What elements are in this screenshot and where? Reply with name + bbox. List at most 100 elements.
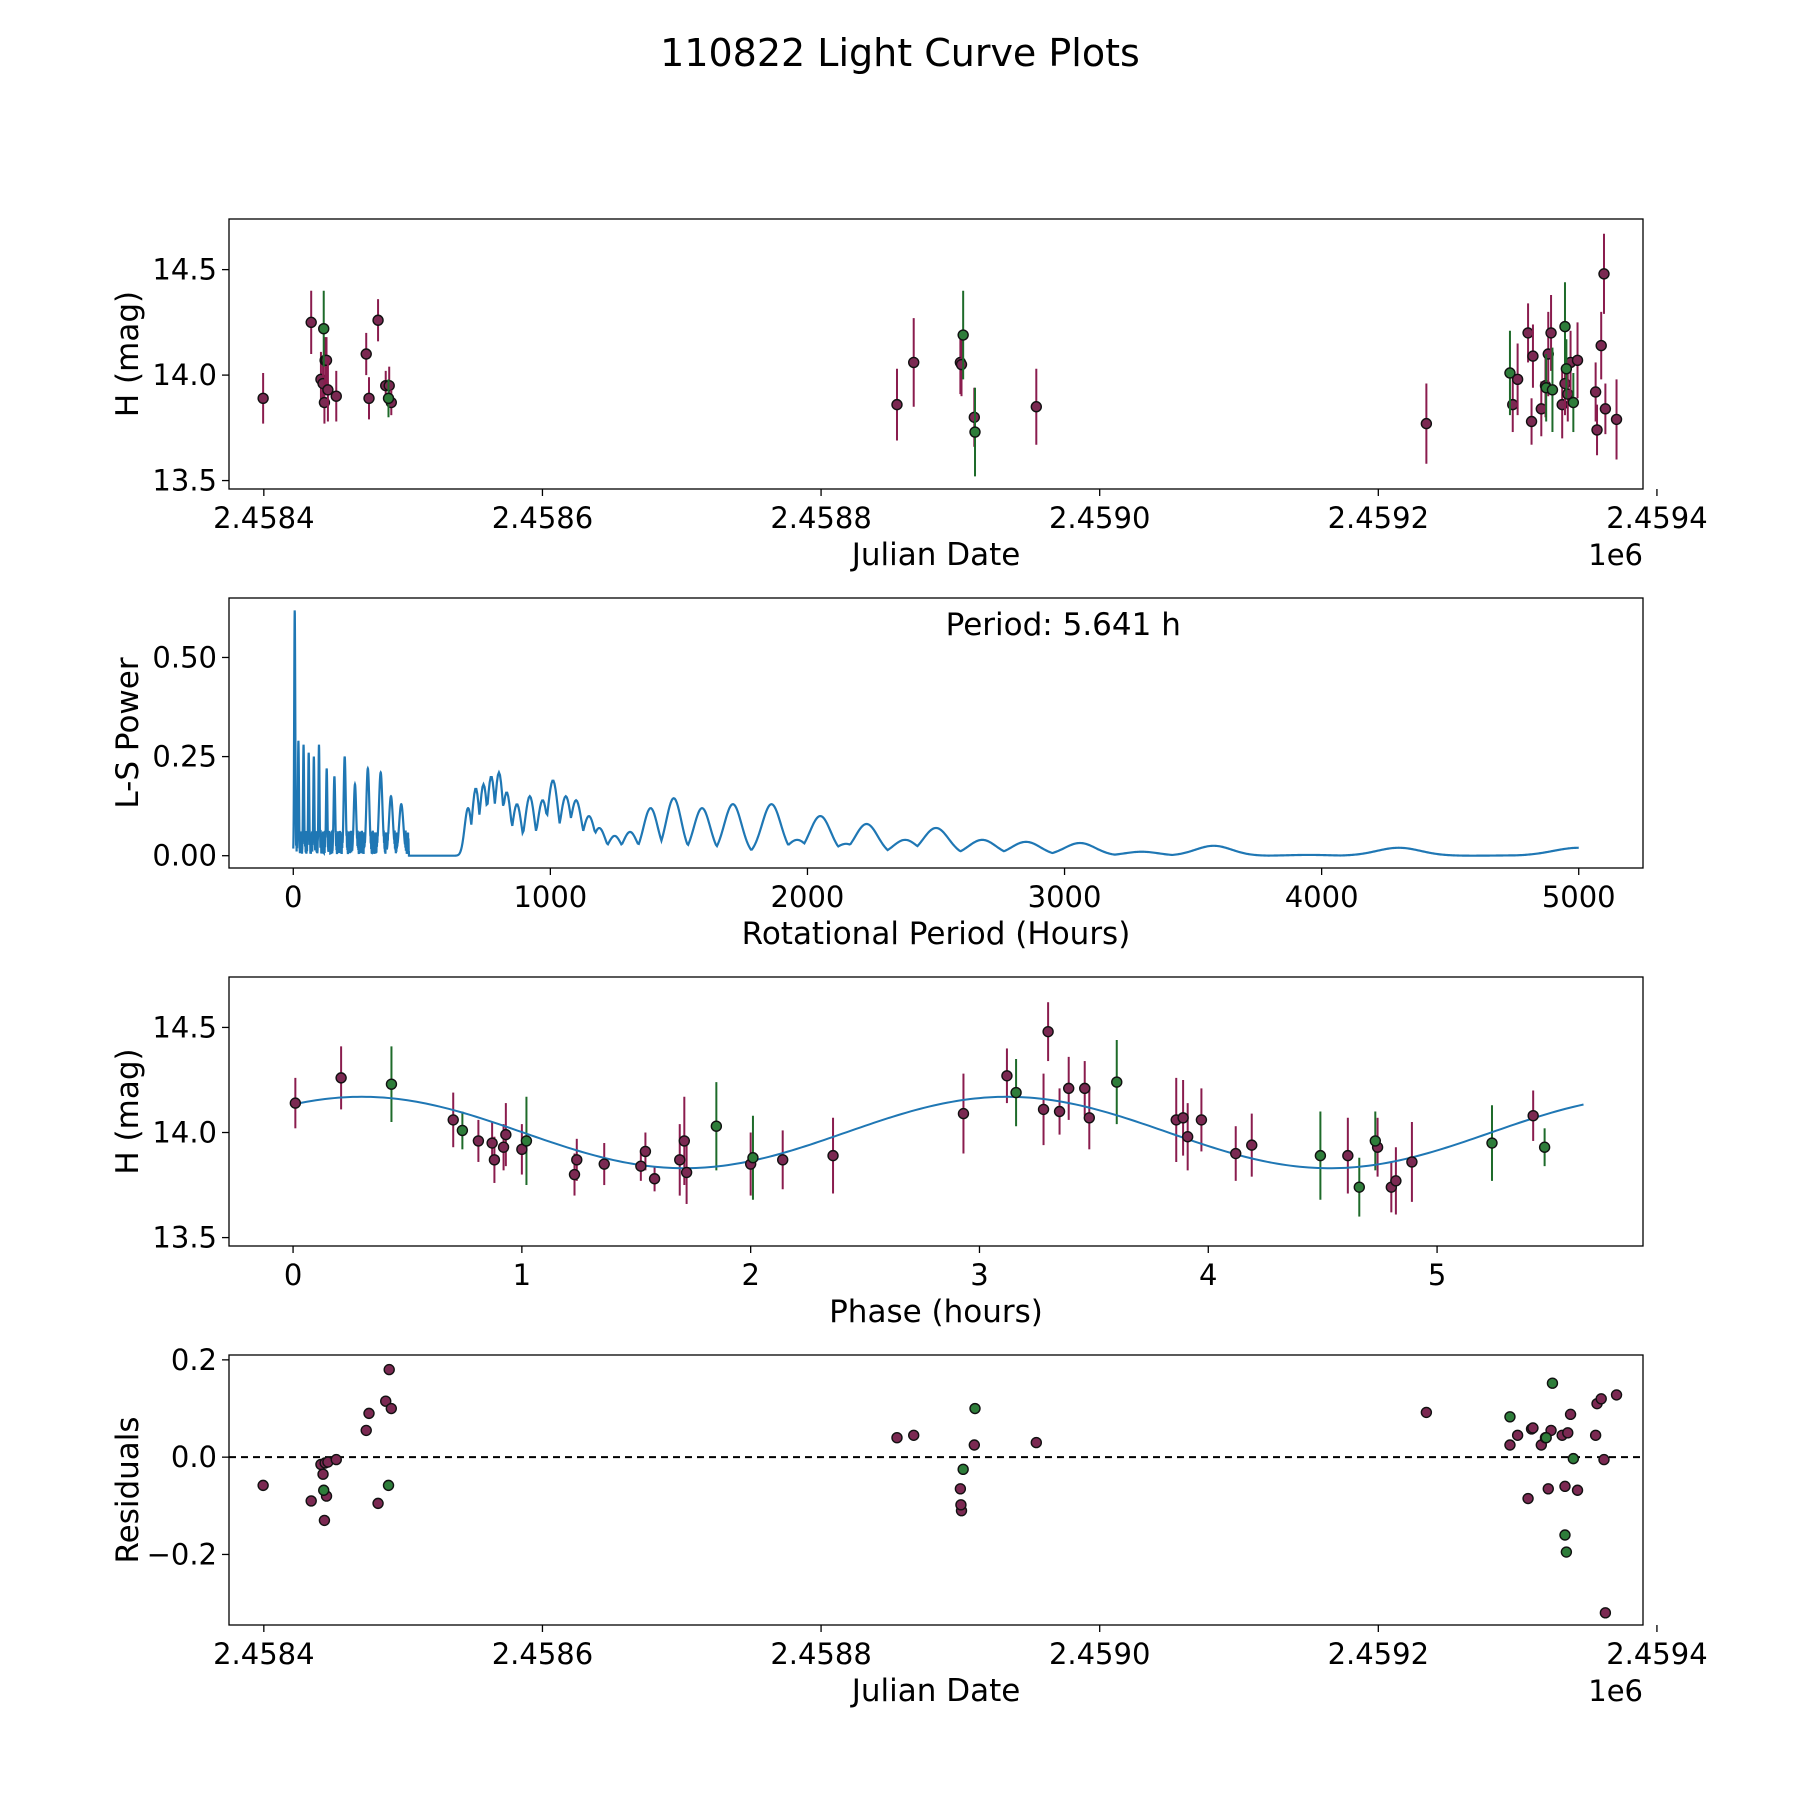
- x-axis-label: Julian Date: [850, 1673, 1021, 1709]
- green-data-point: [1560, 1546, 1573, 1558]
- green-data-point: [957, 329, 969, 341]
- green-data-point: [1504, 367, 1516, 379]
- magenta-data-point: [1246, 1139, 1258, 1151]
- green-data-point: [1010, 1086, 1022, 1099]
- magenta-data-point: [305, 1495, 317, 1507]
- phased-lightcurve-panel: 0 1 2 3 4 5 13.5 14.0 14.5 Phase (hours) H (mag): [110, 976, 1644, 1330]
- magenta-data-point: [488, 1154, 501, 1166]
- magenta-data-point: [330, 1453, 342, 1466]
- x-tick-label: 4: [1199, 1258, 1217, 1292]
- magenta-data-point: [891, 398, 903, 411]
- period-annotation: Period: 5.641 h: [946, 607, 1181, 643]
- x-axis-label: Phase (hours): [829, 1294, 1043, 1330]
- magenta-data-point: [908, 356, 920, 369]
- y-tick-label: 0.00: [152, 839, 217, 873]
- magenta-data-point: [1053, 1105, 1066, 1118]
- magenta-data-point: [1545, 327, 1557, 339]
- magenta-data-point: [1571, 354, 1584, 367]
- magenta-data-point: [372, 1497, 384, 1510]
- magenta-data-point: [1511, 1429, 1524, 1441]
- green-data-point: [456, 1124, 469, 1137]
- green-data-point: [957, 1463, 969, 1476]
- magenta-data-point: [385, 1402, 397, 1415]
- y-tick-label: 14.5: [152, 253, 217, 287]
- x-tick-label: 2: [741, 1258, 759, 1292]
- green-data-point: [1559, 320, 1571, 333]
- x-tick-label: 1000: [513, 880, 587, 914]
- green-data-point: [1538, 1141, 1551, 1153]
- green-data-point: [382, 392, 395, 404]
- magenta-data-point: [1030, 1436, 1043, 1449]
- x-tick-label: 3000: [1028, 880, 1102, 914]
- magenta-data-point: [678, 1135, 691, 1147]
- magenta-data-point: [257, 392, 269, 404]
- magenta-data-point: [1079, 1082, 1091, 1095]
- magenta-data-point: [1504, 1439, 1516, 1451]
- magenta-data-point: [1599, 1607, 1612, 1619]
- green-data-point: [1369, 1135, 1382, 1147]
- y-tick-label: 14.5: [152, 1010, 217, 1044]
- x-tick-label: 2.4592: [1328, 501, 1429, 535]
- y-tick-label: 0.0: [171, 1440, 217, 1474]
- magenta-data-point: [1230, 1147, 1242, 1160]
- x-tick-label: 2.4584: [213, 1637, 314, 1671]
- y-tick-label: −0.2: [147, 1537, 217, 1571]
- magenta-data-point: [372, 314, 384, 326]
- magenta-data-point: [639, 1145, 652, 1158]
- magenta-data-point: [318, 1514, 331, 1527]
- magenta-data-point: [1420, 417, 1433, 430]
- green-data-point: [710, 1120, 723, 1132]
- green-data-point: [318, 1484, 330, 1496]
- magenta-data-point: [360, 1424, 372, 1437]
- magenta-data-point: [383, 1363, 395, 1376]
- magenta-data-point: [1527, 1422, 1539, 1434]
- x-tick-label: 2.4588: [770, 501, 871, 535]
- magenta-data-point: [1571, 1484, 1584, 1496]
- magenta-data-point: [1559, 1480, 1571, 1493]
- magenta-data-point: [1598, 1453, 1610, 1466]
- green-data-point: [747, 1152, 759, 1164]
- x-tick-label: 2.4594: [1606, 501, 1707, 535]
- figure-title: 110822 Light Curve Plots: [660, 31, 1140, 75]
- magenta-data-point: [891, 1432, 903, 1444]
- x-tick-label: 2.4594: [1606, 1637, 1707, 1671]
- magenta-data-point: [1527, 350, 1539, 362]
- magenta-data-point: [1589, 1429, 1602, 1441]
- magenta-data-point: [447, 1114, 459, 1126]
- magenta-data-point: [777, 1154, 789, 1166]
- magenta-data-point: [1527, 1110, 1539, 1122]
- magenta-data-point: [1406, 1156, 1418, 1168]
- magenta-data-point: [1030, 401, 1043, 413]
- lightcurve-panel: 2.4584 2.4586 2.4588 2.4590 2.4592 2.4594 13.5…: [110, 218, 1708, 573]
- y-axis-label: L-S Power: [110, 657, 146, 808]
- x-tick-label: 2.4588: [770, 1637, 871, 1671]
- y-tick-label: 13.5: [152, 1221, 217, 1255]
- green-data-point: [1486, 1137, 1498, 1149]
- x-tick-label: 0: [284, 1258, 302, 1292]
- magenta-data-point: [1595, 1393, 1607, 1405]
- magenta-data-point: [360, 348, 372, 360]
- x-axis-label: Julian Date: [850, 537, 1021, 573]
- green-data-point: [1567, 396, 1580, 409]
- green-data-point: [1111, 1076, 1123, 1088]
- magenta-data-point: [955, 1499, 967, 1511]
- magenta-data-point: [500, 1128, 512, 1141]
- x-tick-label: 3: [970, 1258, 988, 1292]
- green-data-point: [1314, 1149, 1327, 1162]
- magenta-data-point: [1042, 1025, 1054, 1038]
- x-tick-label: 2000: [771, 880, 845, 914]
- magenta-data-point: [486, 1137, 498, 1149]
- magenta-data-point: [330, 390, 342, 402]
- green-data-point: [318, 322, 330, 335]
- green-data-point: [1546, 384, 1559, 396]
- y-tick-label: 0.25: [152, 740, 217, 774]
- x-tick-label: 2.4586: [492, 1637, 593, 1671]
- residuals-panel: 2.4584 2.4586 2.4588 2.4590 2.4592 2.4594 −0.2…: [110, 1343, 1708, 1709]
- x-tick-label: 4000: [1285, 880, 1359, 914]
- magenta-data-point: [955, 358, 968, 371]
- periodogram-line: [292, 610, 1579, 857]
- magenta-data-point: [954, 1483, 967, 1495]
- y-axis-label: Residuals: [110, 1416, 146, 1563]
- magenta-data-point: [1589, 386, 1602, 398]
